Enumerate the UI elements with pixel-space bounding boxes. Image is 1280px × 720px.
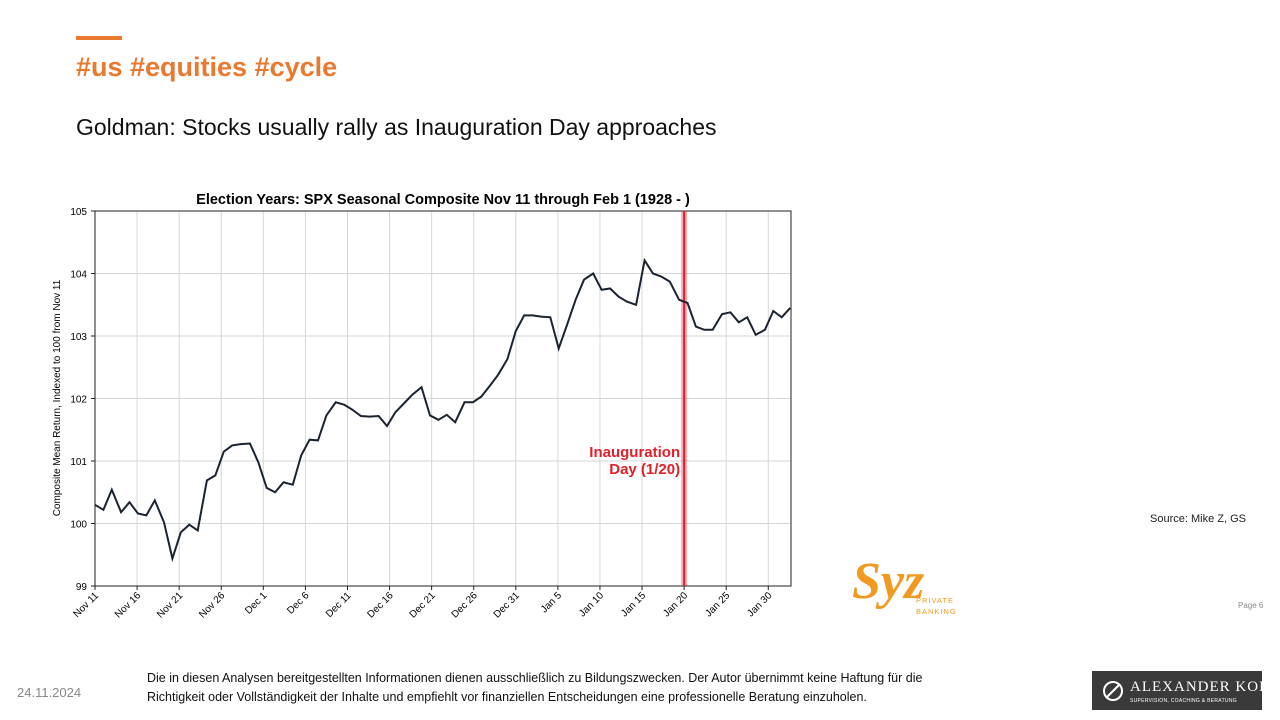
x-tick-label: Nov 26 xyxy=(197,590,227,620)
logo-tagline: BANKING xyxy=(916,607,957,616)
x-tick-label: Dec 26 xyxy=(450,590,480,620)
x-tick-label: Jan 15 xyxy=(619,590,648,619)
logo: Syz PRIVATE BANKING xyxy=(852,553,957,616)
annotation: Day (1/20) xyxy=(609,461,680,478)
y-tick-label: 105 xyxy=(70,207,87,218)
slide-subtitle: Goldman: Stocks usually rally as Inaugur… xyxy=(76,114,717,140)
slide-title: #us #equities #cycle xyxy=(76,52,338,82)
y-tick-label: 101 xyxy=(70,457,87,468)
annotation: Inauguration xyxy=(589,444,680,461)
y-axis-label: Composite Mean Return, Indexed to 100 fr… xyxy=(52,279,63,516)
y-tick-label: 102 xyxy=(70,395,87,406)
x-tick-label: Dec 16 xyxy=(365,590,395,620)
x-tick-label: Jan 25 xyxy=(703,590,732,619)
data-line xyxy=(94,257,791,563)
x-tick-label: Dec 11 xyxy=(324,590,354,620)
chart-title: Election Years: SPX Seasonal Composite N… xyxy=(196,192,690,208)
brand-name: ALEXANDER KORN xyxy=(1130,679,1280,695)
x-tick-label: Nov 11 xyxy=(71,590,101,620)
x-tick-label: Dec 6 xyxy=(285,590,312,617)
y-tick-label: 103 xyxy=(70,332,87,343)
disclaimer-line: Richtigkeit oder Vollständigkeit der Inh… xyxy=(147,690,867,704)
brand-sub: SUPERVISION, COACHING & BERATUNG xyxy=(1130,698,1237,704)
page-number: Page 6 xyxy=(1238,601,1264,610)
brand-icon xyxy=(1103,681,1123,701)
y-tick-label: 99 xyxy=(76,582,88,593)
plot-frame xyxy=(94,210,792,587)
accent-bar xyxy=(76,36,122,40)
x-tick-label: Jan 30 xyxy=(745,590,774,619)
disclaimer: Die in diesen Analysen bereitgestellten … xyxy=(147,669,922,707)
chart: Election Years: SPX Seasonal Composite N… xyxy=(52,192,792,621)
y-tick-label: 100 xyxy=(70,520,87,531)
logo-mark: Syz xyxy=(852,553,925,610)
x-tick-label: Nov 21 xyxy=(155,590,185,620)
source: Source: Mike Z, GS xyxy=(1150,513,1246,525)
date: 24.11.2024 xyxy=(17,685,82,700)
x-tick-label: Jan 5 xyxy=(539,590,564,615)
brand-box: ALEXANDER KORN SUPERVISION, COACHING & B… xyxy=(1092,671,1280,710)
x-tick-label: Jan 20 xyxy=(661,590,690,619)
x-tick-label: Dec 31 xyxy=(492,590,522,620)
disclaimer-line: Die in diesen Analysen bereitgestellten … xyxy=(147,671,923,685)
x-tick-label: Nov 16 xyxy=(113,590,143,620)
logo-tagline: PRIVATE xyxy=(916,596,954,605)
x-tick-label: Dec 21 xyxy=(408,590,438,620)
x-tick-label: Dec 1 xyxy=(243,590,270,617)
y-tick-label: 104 xyxy=(70,270,87,281)
x-tick-label: Jan 10 xyxy=(577,590,606,619)
